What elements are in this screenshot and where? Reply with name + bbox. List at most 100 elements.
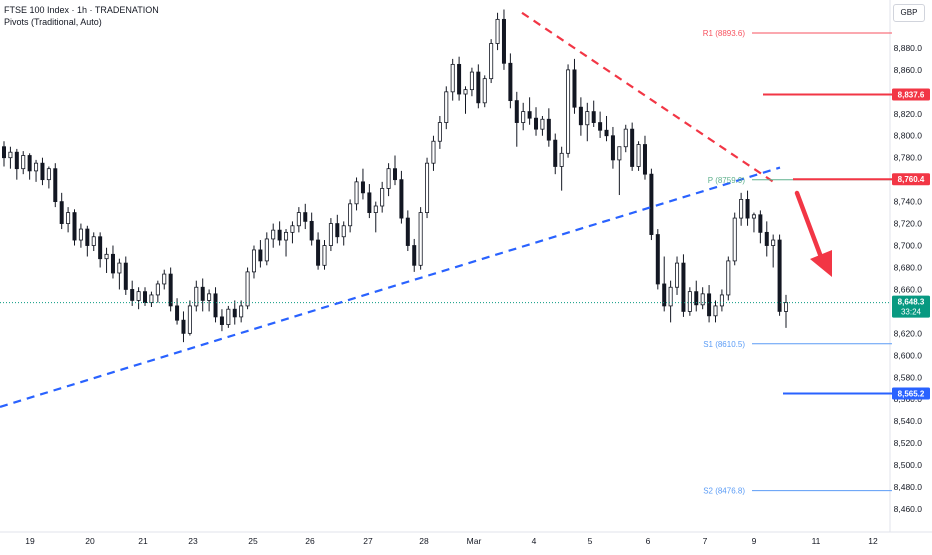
candle-down — [578, 106, 583, 126]
candle-up — [668, 286, 673, 307]
candle-down — [598, 122, 603, 131]
candle-up — [226, 308, 231, 325]
candle-down — [316, 239, 321, 266]
candle-down — [360, 181, 365, 194]
candle-down — [98, 236, 103, 260]
candle-up — [322, 245, 327, 266]
candle-up — [713, 305, 718, 317]
candle-up — [91, 236, 96, 246]
resistance-trendline — [521, 11, 776, 184]
candle-up — [271, 229, 276, 240]
indicator-label[interactable]: Pivots (Traditional, Auto) — [4, 17, 102, 27]
price-tick-label: 8,820.0 — [894, 109, 923, 119]
price-tick-label: 8,520.0 — [894, 438, 923, 448]
candle-down — [707, 293, 712, 317]
pivot-label: S1 (8610.5) — [703, 340, 745, 349]
price-tick-label: 8,740.0 — [894, 197, 923, 207]
candle-up — [373, 205, 378, 213]
time-tick-label: 26 — [305, 536, 315, 546]
current-price-label: 8,648.3 — [898, 298, 925, 307]
price-tick-label: 8,580.0 — [894, 372, 923, 382]
candle-up — [21, 155, 26, 170]
candle-up — [149, 294, 154, 304]
time-tick-label: 23 — [188, 536, 198, 546]
price-tick-label: 8,500.0 — [894, 460, 923, 470]
candle-down — [309, 220, 314, 241]
time-tick-label: 7 — [703, 536, 708, 546]
candle-down — [764, 231, 769, 246]
time-tick-label: Mar — [467, 536, 482, 546]
candle-down — [367, 192, 372, 213]
price-tick-label: 8,600.0 — [894, 350, 923, 360]
pivot-label: R1 (8893.6) — [703, 29, 746, 38]
current-price-badge — [892, 295, 930, 318]
countdown-label: 33:24 — [901, 308, 922, 317]
candle-down — [27, 155, 32, 172]
candle-down — [405, 217, 410, 246]
candle-up — [34, 162, 39, 172]
candle-down — [758, 214, 763, 233]
candle-up — [341, 225, 346, 238]
price-tick-label: 8,880.0 — [894, 43, 923, 53]
candle-up — [296, 212, 301, 227]
candle-up — [482, 78, 487, 104]
price-badge — [892, 173, 930, 186]
time-tick-label: 25 — [248, 536, 258, 546]
price-tick-label: 8,700.0 — [894, 241, 923, 251]
price-badge-label: 8,760.4 — [898, 175, 925, 184]
arrow-shaft — [794, 190, 824, 260]
candle-up — [437, 122, 442, 142]
candle-up — [751, 214, 756, 219]
candle-down — [2, 146, 7, 159]
candle-up — [264, 238, 269, 262]
candle-up — [719, 294, 724, 307]
candle-down — [130, 289, 135, 301]
candle-up — [732, 217, 737, 262]
candle-up — [136, 291, 141, 301]
support-trendline — [0, 166, 781, 408]
price-badge — [892, 88, 930, 101]
time-tick-label: 21 — [138, 536, 148, 546]
candle-up — [623, 128, 628, 148]
candle-down — [219, 316, 224, 325]
candle-up — [162, 273, 167, 285]
price-tick-label: 8,680.0 — [894, 262, 923, 272]
candle-down — [476, 71, 481, 104]
candle-up — [495, 18, 500, 44]
candle-up — [444, 91, 449, 123]
candle-up — [687, 291, 692, 312]
price-tick-label: 8,860.0 — [894, 65, 923, 75]
candle-up — [187, 305, 192, 334]
price-tick-label: 8,620.0 — [894, 328, 923, 338]
candle-up — [284, 231, 289, 241]
candle-down — [457, 63, 462, 95]
candle-down — [85, 228, 90, 246]
candle-down — [655, 234, 660, 285]
candle-down — [200, 286, 205, 301]
candle-down — [694, 291, 699, 306]
candle-up — [354, 181, 359, 205]
price-tick-label: 8,800.0 — [894, 131, 923, 141]
pivot-label: S2 (8476.8) — [703, 487, 745, 496]
candle-up — [450, 63, 455, 93]
candle-up — [239, 305, 244, 318]
candle-down — [303, 212, 308, 222]
candle-down — [175, 305, 180, 321]
candle-up — [66, 212, 71, 224]
candle-down — [572, 69, 577, 108]
price-badge — [892, 387, 930, 400]
symbol-title[interactable]: FTSE 100 Index · 1h · TRADENATION — [4, 5, 159, 15]
candle-up — [425, 162, 430, 213]
pivot-label: P (8759.9) — [708, 176, 746, 185]
candle-up — [431, 140, 436, 164]
time-tick-label: 28 — [419, 536, 429, 546]
candle-down — [610, 135, 615, 161]
candle-down — [630, 128, 635, 167]
candle-down — [123, 262, 128, 290]
candle-down — [232, 308, 237, 318]
candle-down — [14, 151, 19, 170]
candle-down — [662, 283, 667, 307]
currency-button[interactable]: GBP — [893, 4, 925, 22]
